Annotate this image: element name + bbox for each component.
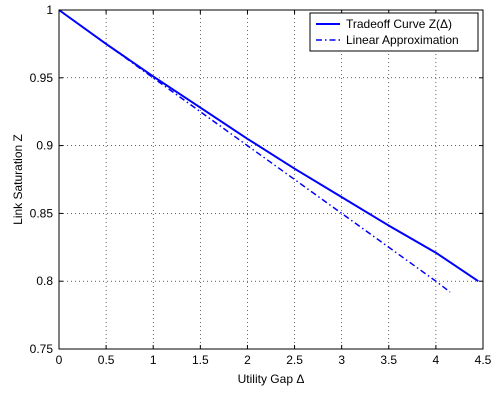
x-tick-label: 0.5	[98, 353, 115, 367]
y-tick-label: 0.8	[36, 274, 53, 288]
series-lines	[58, 9, 479, 293]
y-tick-label: 0.95	[30, 71, 54, 85]
x-axis-label: Utility Gap Δ	[238, 372, 305, 386]
ticks	[58, 9, 484, 350]
y-tick-label: 1	[46, 3, 53, 17]
legend-label-linear: Linear Approximation	[346, 33, 459, 47]
x-tick-label: 1.5	[192, 353, 209, 367]
y-tick-label: 0.85	[30, 206, 54, 220]
axes-box	[58, 9, 484, 350]
x-tick-label: 4	[433, 353, 440, 367]
x-tick-label: 4.5	[475, 353, 492, 367]
grid	[59, 10, 483, 349]
legend-label-tradeoff: Tradeoff Curve Z(Δ)	[346, 17, 452, 31]
legend-box	[309, 12, 479, 52]
x-tick-label: 1	[150, 353, 157, 367]
x-tick-label: 3.5	[380, 353, 397, 367]
legend: Tradeoff Curve Z(Δ) Linear Approximation	[309, 12, 479, 52]
y-tick-label: 0.75	[30, 342, 54, 356]
x-tick-label: 2	[244, 353, 251, 367]
x-tick-label: 3	[338, 353, 345, 367]
y-tick-label: 0.9	[36, 139, 53, 153]
y-axis-label: Link Saturation Z	[11, 134, 25, 225]
x-tick-label: 2.5	[286, 353, 303, 367]
series-line-linear	[58, 9, 451, 293]
x-tick-label: 0	[56, 353, 63, 367]
tick-labels: 0 0.5 1 1.5 2 2.5 3 3.5 4 4.5 0.75 0.8 0.85 0.9 0.95 1	[30, 3, 492, 367]
